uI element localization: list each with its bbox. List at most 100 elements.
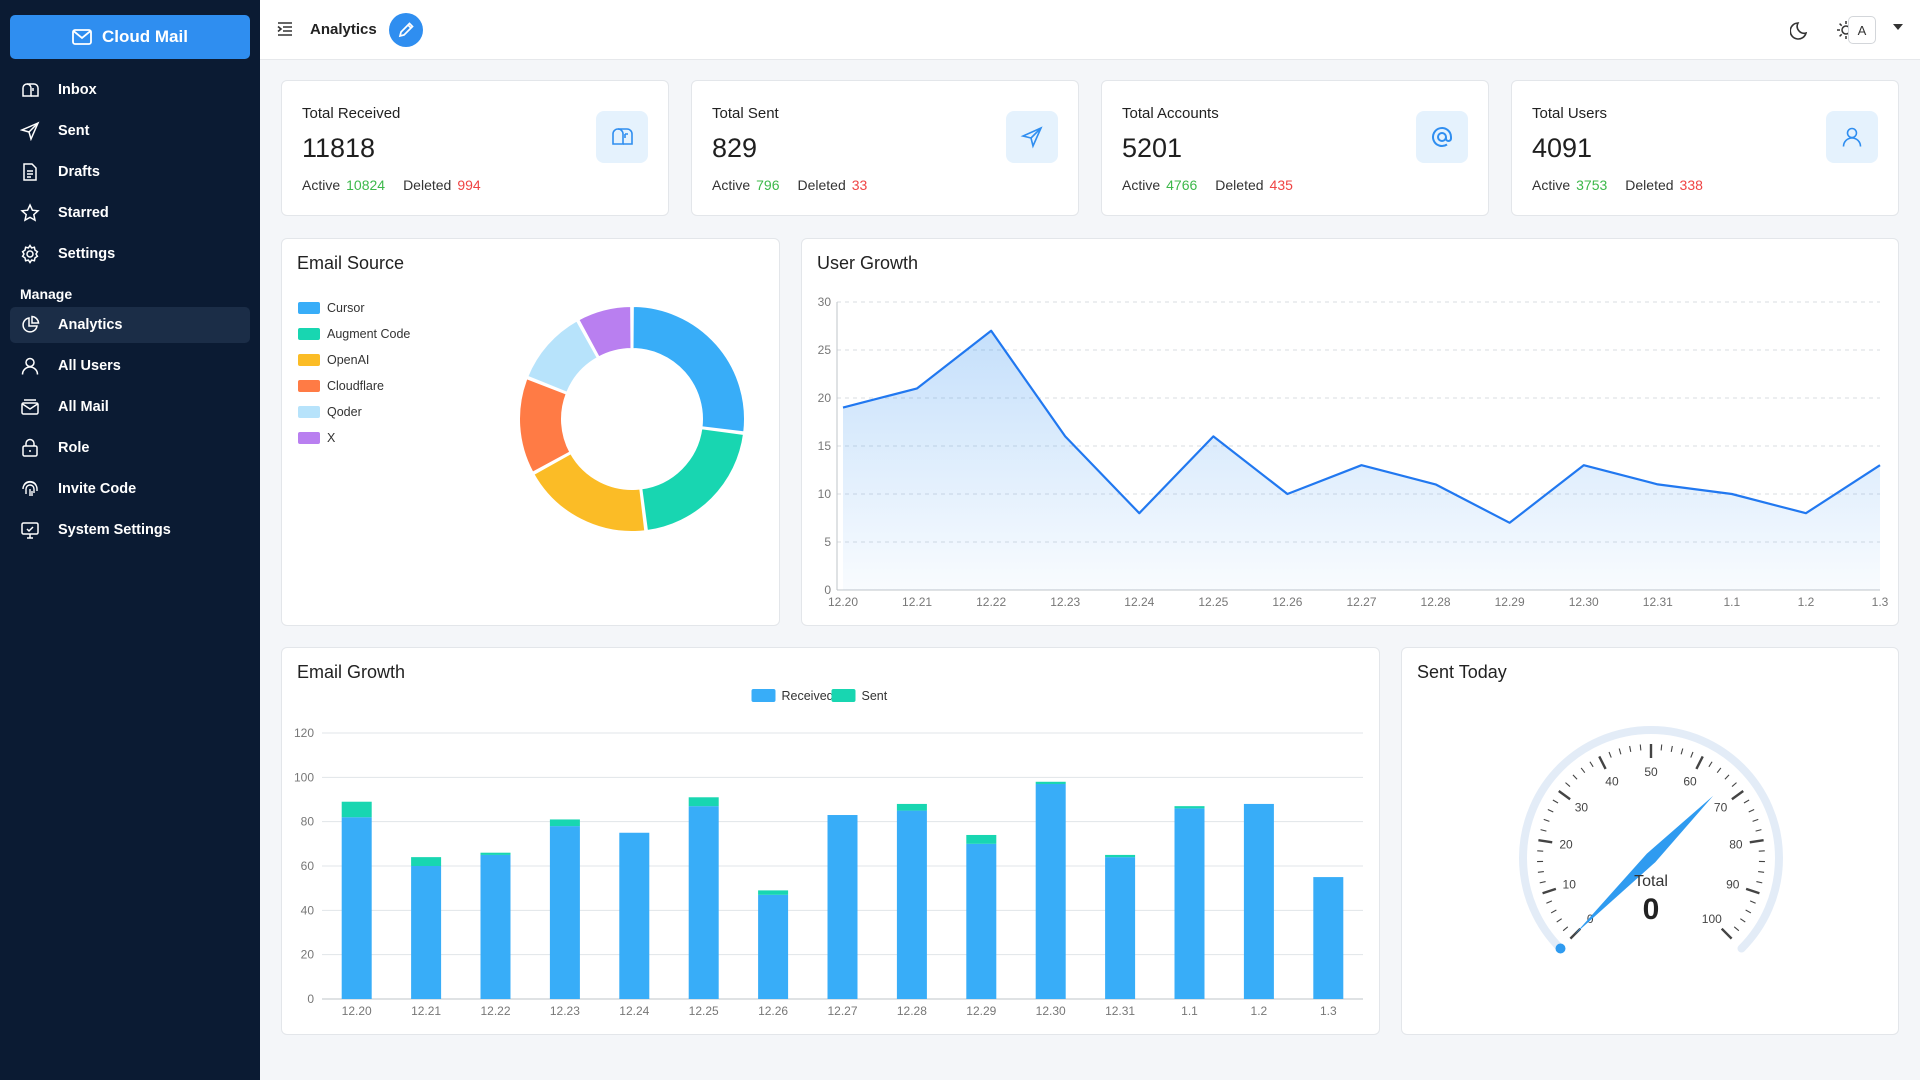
chart-title: Sent Today: [1417, 662, 1507, 682]
pencil-icon: [398, 22, 414, 38]
gauge-tick: [1733, 926, 1740, 932]
x-tick-label: 1.2: [1251, 1004, 1268, 1018]
sidebar-item-role[interactable]: Role: [10, 430, 250, 466]
x-tick-label: 12.26: [1272, 595, 1302, 609]
legend-label: Augment Code: [327, 327, 411, 341]
legend-item[interactable]: X: [298, 425, 410, 451]
bar-segment: [966, 843, 997, 999]
sidebar-item-system-settings[interactable]: System Settings: [10, 512, 250, 548]
sidebar-item-sent[interactable]: Sent: [10, 113, 250, 149]
x-tick-label: 12.26: [758, 1004, 788, 1018]
sidebar-section-manage: Manage: [20, 286, 73, 302]
x-tick-label: 12.21: [411, 1004, 441, 1018]
x-tick-label: 12.27: [827, 1004, 857, 1018]
gauge-tick-label: 80: [1729, 838, 1743, 852]
gauge-tick: [1618, 748, 1622, 755]
stat-icon-box: [1826, 111, 1878, 163]
sidebar-item-all-users[interactable]: All Users: [10, 348, 250, 384]
sidebar-nav: Inbox Sent Drafts Starred Settings Manag…: [10, 72, 250, 553]
active-count: 3753: [1576, 177, 1608, 193]
gauge-tick: [1740, 918, 1746, 923]
avatar[interactable]: A: [1848, 16, 1876, 44]
stat-card-total-sent: Total Sent 829 Active 796 Deleted 33: [691, 80, 1079, 216]
legend-item[interactable]: Cloudflare: [298, 373, 410, 399]
gauge-tick: [1537, 870, 1544, 873]
gauge-tick: [1756, 881, 1763, 884]
sidebar-item-drafts[interactable]: Drafts: [10, 154, 250, 190]
star-icon: [20, 203, 40, 222]
deleted-label: Deleted: [1215, 177, 1264, 193]
gauge-tick: [1749, 900, 1756, 904]
gauge-tick: [1731, 790, 1744, 801]
sidebar-item-analytics[interactable]: Analytics: [10, 307, 250, 343]
legend-item[interactable]: Augment Code: [298, 321, 410, 347]
brand-button[interactable]: Cloud Mail: [10, 15, 250, 59]
active-count: 796: [756, 177, 780, 193]
sidebar-item-inbox[interactable]: Inbox: [10, 72, 250, 108]
x-tick-label: 1.1: [1181, 1004, 1198, 1018]
gauge-track: [1519, 726, 1783, 953]
x-tick-label: 1.3: [1320, 1004, 1337, 1018]
sidebar-item-label: Settings: [58, 246, 116, 262]
sidebar-item-label: Drafts: [58, 164, 100, 180]
deleted-count: 435: [1269, 177, 1293, 193]
menu-toggle-icon[interactable]: [276, 20, 294, 38]
stat-breakdown: Active 3753 Deleted 338: [1532, 177, 1703, 193]
sidebar: Cloud Mail Inbox Sent Drafts Starred Set…: [0, 0, 260, 1080]
x-tick-label: 12.22: [480, 1004, 510, 1018]
y-tick-label: 100: [294, 770, 314, 784]
sidebar-item-starred[interactable]: Starred: [10, 195, 250, 231]
stat-breakdown: Active 4766 Deleted 435: [1122, 177, 1293, 193]
gauge-tick-label: 60: [1683, 774, 1697, 788]
lock-icon: [22, 438, 38, 457]
deleted-count: 994: [457, 177, 481, 193]
bar-segment: [966, 834, 997, 844]
y-tick-label: 30: [818, 295, 832, 309]
y-tick-label: 80: [301, 815, 315, 829]
bar-segment: [1174, 808, 1205, 999]
stat-title: Total Users: [1532, 105, 1608, 122]
gauge-chart: 0102030405060708090100Total0: [1519, 726, 1783, 954]
sidebar-item-label: Analytics: [58, 317, 123, 333]
sidebar-item-all-mail[interactable]: All Mail: [10, 389, 250, 425]
gauge-tick: [1543, 818, 1550, 822]
x-tick-label: 12.22: [976, 595, 1006, 609]
edit-button[interactable]: [389, 13, 423, 47]
bar-segment: [1243, 803, 1274, 999]
gauge-tick: [1540, 829, 1547, 832]
x-tick-label: 12.25: [689, 1004, 719, 1018]
chart-title: Email Source: [297, 253, 405, 273]
x-tick-label: 12.23: [1050, 595, 1080, 609]
legend-item[interactable]: Cursor: [298, 295, 410, 321]
gauge-tick: [1660, 744, 1663, 751]
stat-value: 4091: [1532, 133, 1593, 163]
legend-label: X: [327, 431, 336, 445]
legend-item[interactable]: Qoder: [298, 399, 410, 425]
x-tick-label: 1.1: [1724, 595, 1741, 609]
gauge-pointer: [1574, 795, 1714, 935]
gauge-tick: [1550, 909, 1557, 914]
bar-segment: [411, 866, 442, 999]
legend-label: Qoder: [327, 405, 362, 419]
deleted-label: Deleted: [403, 177, 452, 193]
legend-swatch: [298, 328, 320, 340]
moon-icon[interactable]: [1790, 19, 1812, 41]
bar-segment: [1105, 854, 1136, 858]
gauge-tick: [1670, 745, 1673, 753]
send-icon: [20, 121, 40, 141]
gauge-tick-label: 70: [1714, 800, 1728, 814]
bar-segment: [1174, 806, 1205, 809]
gauge-tick: [1580, 767, 1586, 774]
sidebar-item-invite-code[interactable]: Invite Code: [10, 471, 250, 507]
chevron-down-icon[interactable]: [1893, 24, 1903, 30]
donut-chart: [518, 304, 746, 533]
legend-label: Received: [782, 689, 834, 703]
x-tick-label: 12.25: [1198, 595, 1228, 609]
sidebar-item-label: Sent: [58, 123, 90, 139]
gauge-tick: [1546, 900, 1553, 904]
user-icon: [1842, 127, 1862, 147]
y-tick-label: 40: [301, 903, 315, 917]
sidebar-item-settings[interactable]: Settings: [10, 236, 250, 272]
active-count: 10824: [346, 177, 386, 193]
legend-item[interactable]: OpenAI: [298, 347, 410, 373]
